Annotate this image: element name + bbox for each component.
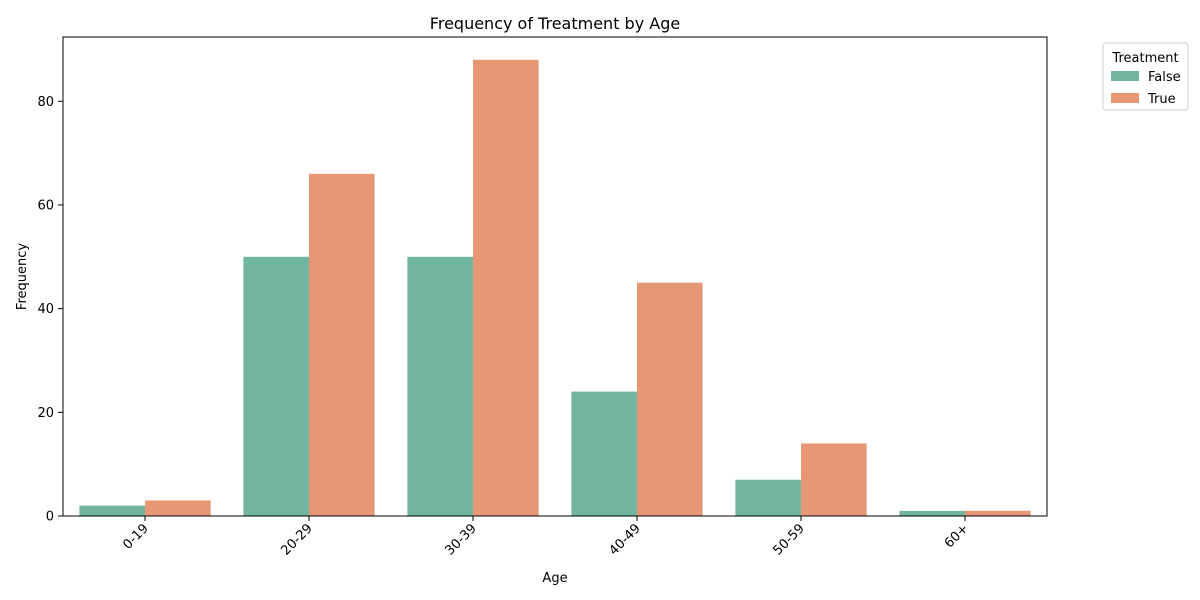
x-tick-label: 20-29: [279, 521, 316, 558]
bars-layer: [79, 59, 1031, 517]
y-tick-label: 20: [37, 406, 54, 421]
x-axis: 0-19 20-29 30-39 40-49 50-59 60+: [120, 516, 972, 559]
chart-title: Frequency of Treatment by Age: [430, 14, 680, 33]
bar-true-50-59: [801, 443, 867, 516]
bar-false-60+: [899, 510, 965, 516]
y-axis-label: Frequency: [15, 243, 30, 310]
bar-false-20-29: [243, 256, 309, 516]
bar-false-50-59: [735, 479, 801, 516]
bar-true-40-49: [637, 282, 703, 516]
bar-true-20-29: [309, 173, 375, 516]
bar-true-0-19: [145, 500, 211, 516]
legend-swatch-true: [1111, 93, 1139, 103]
legend-label-true: True: [1147, 92, 1176, 107]
legend-label-false: False: [1148, 70, 1181, 85]
legend-swatch-false: [1111, 71, 1139, 81]
bar-true-60+: [965, 510, 1031, 516]
bar-false-40-49: [571, 391, 637, 516]
bar-false-0-19: [79, 505, 145, 516]
y-tick-label: 60: [37, 198, 54, 213]
x-axis-label: Age: [542, 571, 567, 586]
x-tick-label: 30-39: [443, 521, 480, 558]
bar-false-30-39: [407, 256, 473, 516]
legend-title: Treatment: [1111, 51, 1178, 66]
y-axis: 0 20 40 60 80: [37, 95, 63, 525]
y-tick-label: 0: [46, 510, 54, 525]
bar-true-30-39: [473, 59, 539, 517]
legend: Treatment False True: [1102, 42, 1189, 111]
y-tick-label: 80: [37, 95, 54, 110]
plot-frame: [62, 36, 1048, 517]
x-tick-label: 60+: [942, 521, 972, 551]
x-tick-label: 40-49: [607, 521, 644, 558]
y-tick-label: 40: [37, 302, 54, 317]
x-tick-label: 50-59: [771, 521, 808, 558]
x-tick-label: 0-19: [120, 521, 151, 552]
